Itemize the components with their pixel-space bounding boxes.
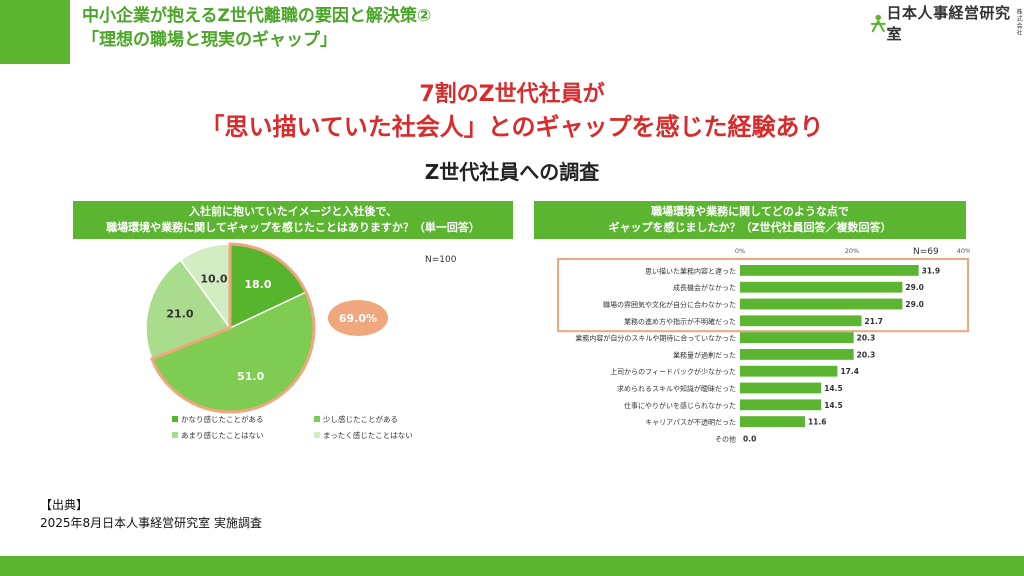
pie-chart: N=100 18.0 51.0 21.0 10.0 69.0% かなり感じたことがある 少… xyxy=(145,242,457,440)
right-panel-heading: 職場環境や業務に関してどのような点で ギャップを感じましたか？（Z世代社員回答／… xyxy=(534,201,966,239)
legend-swatch xyxy=(314,416,320,422)
legend-swatch xyxy=(172,432,178,438)
bar xyxy=(740,365,838,377)
pie-slice-label: 18.0 xyxy=(244,278,271,291)
pie-n-label: N=100 xyxy=(425,255,457,265)
bar-value-label: 14.5 xyxy=(824,401,843,410)
section-subtitle: Z世代社員への調査 xyxy=(424,160,600,184)
left-panel-heading-line2: 職場環境や業務に関してギャップを感じたことはありますか？（単一回答） xyxy=(106,221,480,234)
bar-bars: 思い描いた業務内容と違った 31.9 成長機会がなかった 29.0 職場の雰囲気や文化が… xyxy=(575,265,940,443)
bar xyxy=(740,281,903,293)
bar-category-label: キャリアパスが不透明だった xyxy=(645,418,736,427)
pie-slices: 18.0 51.0 21.0 10.0 69.0% xyxy=(145,242,388,414)
source-note: 【出典】 2025年8月日本人事経営研究室 実施調査 xyxy=(40,496,262,532)
pie-slice-label: 10.0 xyxy=(200,272,227,285)
bar-n-label: N=69 xyxy=(913,247,939,257)
pie-callout-text: 69.0% xyxy=(339,312,377,325)
left-panel-heading: 入社前に抱いていたイメージと入社後で、 職場環境や業務に関してギャップを感じたこ… xyxy=(73,201,513,239)
bar-highlight-box xyxy=(557,258,969,333)
bar-category-label: 仕事にやりがいを感じられなかった xyxy=(624,401,736,410)
headline-line2: 「思い描いていた社会人」とのギャップを感じた経験あり xyxy=(200,113,824,141)
bar-value-label: 11.6 xyxy=(808,418,827,427)
pie-slice-label: 51.0 xyxy=(237,370,264,383)
bar-value-label: 20.3 xyxy=(857,350,876,359)
bar-value-label: 21.7 xyxy=(865,317,884,326)
bar xyxy=(740,399,822,411)
bar-value-label: 17.4 xyxy=(840,367,859,376)
bar-category-label: 求められるスキルや知識が曖昧だった xyxy=(617,384,736,393)
bar-value-label: 14.5 xyxy=(824,384,843,393)
legend-label: あまり感じたことはない xyxy=(181,430,264,440)
source-text: 2025年8月日本人事経営研究室 実施調査 xyxy=(40,516,262,530)
bar xyxy=(740,416,805,427)
left-panel-heading-line1: 入社前に抱いていたイメージと入社後で、 xyxy=(188,205,397,218)
bar-category-label: 成長機会がなかった xyxy=(673,283,736,292)
bar-category-label: 職場の雰囲気や文化が自分に合わなかった xyxy=(603,300,736,309)
bar-category-label: 思い描いた業務内容と違った xyxy=(645,266,736,275)
logo-subtext: 株式会社 xyxy=(1016,9,1023,37)
bar xyxy=(740,265,919,276)
bar xyxy=(740,332,854,343)
bar xyxy=(740,349,854,360)
bar xyxy=(740,315,862,327)
page-title-line2: 「理想の職場と現実のギャップ」 xyxy=(82,30,337,50)
bar-value-label: 31.9 xyxy=(922,266,941,275)
bar xyxy=(740,382,822,394)
legend-label: 少し感じたことがある xyxy=(323,414,398,424)
bar-value-label: 29.0 xyxy=(905,300,924,309)
bar-chart: N=69 0% 20% 40% 思い描いた業務内容と違った 31.9 成長機会がなかった… xyxy=(557,247,970,443)
x-tick-label: 0% xyxy=(735,247,745,255)
right-panel-heading-line2: ギャップを感じましたか？（Z世代社員回答／複数回答） xyxy=(608,221,892,234)
person-logo-icon xyxy=(870,14,886,33)
pie-callout-bubble xyxy=(328,300,388,336)
legend-swatch xyxy=(172,416,178,422)
bar-value-label: 20.3 xyxy=(857,334,876,343)
logo-text: 日本人事経営研究室 xyxy=(886,4,1011,43)
footer-bar xyxy=(0,556,1024,576)
source-label: 【出典】 xyxy=(40,498,89,512)
x-tick-label: 20% xyxy=(845,247,859,255)
page-title-line1: 中小企業が抱えるZ世代離職の要因と解決策② xyxy=(82,6,432,26)
bar-value-label: 29.0 xyxy=(905,283,924,292)
bar-category-label: 業務内容が自分のスキルや期待に合っていなかった xyxy=(575,334,736,343)
pie-slice-label: 21.0 xyxy=(166,307,193,320)
right-panel-heading-line1: 職場環境や業務に関してどのような点で xyxy=(651,205,849,218)
bar-category-label: 業務の進め方や指示が不明確だった xyxy=(624,317,736,326)
bar-category-label: 上司からのフィードバックが少なかった xyxy=(610,367,736,376)
bar-axis: 0% 20% 40% xyxy=(557,247,970,333)
bar-category-label: その他 xyxy=(715,434,736,443)
header-accent-stripe xyxy=(0,0,70,64)
bar-category-label: 業務量が過剰だった xyxy=(673,350,736,359)
headline-line1: 7割のZ世代社員が xyxy=(419,82,605,107)
legend-swatch xyxy=(314,432,320,438)
company-logo: 日本人事経営研究室 株式会社 xyxy=(870,4,1024,43)
legend-label: かなり感じたことがある xyxy=(181,414,264,424)
page-title: 中小企業が抱えるZ世代離職の要因と解決策② 「理想の職場と現実のギャップ」 xyxy=(82,4,431,52)
pie-highlight-outline xyxy=(149,242,316,414)
pie-slice xyxy=(145,258,232,360)
x-tick-label: 40% xyxy=(957,247,970,255)
bar-value-label: 0.0 xyxy=(743,434,756,443)
bar xyxy=(740,298,903,310)
legend-label: まったく感じたことはない xyxy=(323,430,413,440)
